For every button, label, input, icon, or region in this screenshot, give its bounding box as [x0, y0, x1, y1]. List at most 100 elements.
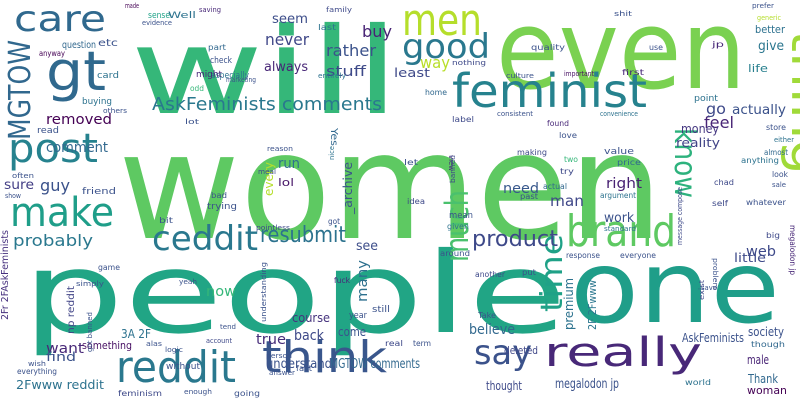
- word: response: [566, 251, 600, 260]
- word: etc: [98, 38, 118, 49]
- word: message compose: [676, 187, 684, 245]
- word: probably: [13, 231, 93, 250]
- word: comment: [46, 140, 108, 156]
- word: yeah: [179, 278, 197, 286]
- word: game: [98, 263, 120, 272]
- word: ceddit: [152, 219, 258, 259]
- word: Take: [477, 311, 496, 320]
- word: reality: [676, 136, 720, 150]
- word: megalodon jp: [555, 377, 619, 392]
- word: think: [262, 332, 388, 383]
- word: now: [206, 284, 236, 300]
- word: run: [278, 156, 300, 172]
- word: women: [118, 101, 663, 273]
- word: understanding: [260, 262, 268, 322]
- word: something: [82, 339, 132, 352]
- word: person: [266, 352, 292, 360]
- word: rather: [326, 41, 376, 60]
- word: home: [425, 88, 447, 97]
- word: back: [294, 328, 325, 344]
- word: going: [234, 389, 260, 398]
- word: sale: [772, 181, 786, 189]
- word: problem: [711, 258, 719, 290]
- word: need: [503, 181, 539, 197]
- word: removed: [46, 112, 112, 128]
- word: many: [355, 260, 371, 302]
- word: see: [356, 239, 378, 254]
- word: guy: [40, 176, 70, 195]
- word: view: [447, 155, 455, 171]
- word: prefer: [752, 2, 774, 10]
- word: given: [447, 222, 469, 231]
- word: much: [438, 190, 476, 262]
- word: _archive: [341, 162, 355, 215]
- word: know: [667, 128, 702, 198]
- word: men: [402, 0, 482, 46]
- word: odd: [190, 84, 204, 93]
- word: anything: [741, 156, 779, 165]
- word: buy: [362, 22, 392, 41]
- word: year: [349, 311, 367, 321]
- word: time: [535, 234, 570, 312]
- word: alas: [146, 340, 162, 348]
- word: big: [766, 231, 780, 240]
- word: around: [440, 249, 470, 258]
- word: nothing: [452, 59, 486, 67]
- word: card: [97, 71, 119, 81]
- word: believe: [469, 322, 515, 338]
- word: bad: [211, 191, 227, 200]
- word: anyway: [39, 49, 65, 58]
- word: course: [292, 311, 330, 325]
- word: product: [472, 227, 558, 252]
- word: almost: [764, 148, 788, 157]
- word: understand: [266, 357, 332, 372]
- word: man: [550, 192, 584, 210]
- word: quality: [531, 43, 565, 52]
- word: seem: [272, 12, 308, 27]
- word: marketing: [226, 76, 256, 84]
- word: show: [5, 192, 21, 200]
- word: society: [748, 325, 784, 339]
- word: fuck: [334, 276, 350, 285]
- word: convenience: [600, 110, 638, 118]
- word: put: [522, 268, 536, 277]
- word: part: [208, 43, 226, 52]
- word: got banned: [86, 312, 94, 352]
- word: Thank: [747, 372, 778, 386]
- word: give: [758, 39, 784, 54]
- word: want: [46, 341, 85, 357]
- word: reason: [267, 145, 293, 153]
- word: better: [755, 23, 785, 36]
- word: come: [338, 325, 366, 339]
- word: tend: [220, 323, 236, 331]
- word: post: [8, 126, 98, 172]
- word: woman: [747, 384, 787, 397]
- word: go: [706, 100, 726, 118]
- word: mean: [449, 211, 473, 221]
- word: saving: [199, 6, 221, 14]
- word: say: [474, 333, 532, 373]
- word: jp: [710, 40, 724, 49]
- word: 3A 2F: [121, 327, 151, 341]
- word: got: [328, 217, 340, 226]
- word: AskFeminists: [682, 331, 744, 345]
- word: 2F 2Fwww: [586, 280, 599, 330]
- word: banned: [449, 155, 457, 183]
- word: male: [747, 353, 769, 367]
- word: true: [256, 332, 286, 348]
- word: trying: [207, 202, 237, 212]
- word: never: [265, 30, 309, 49]
- word: evidence: [142, 19, 172, 27]
- word: world: [685, 378, 711, 387]
- word: point: [694, 94, 718, 104]
- word: logic: [165, 346, 183, 354]
- word: check: [210, 56, 233, 66]
- word: one: [570, 229, 780, 346]
- word: care: [14, 0, 106, 40]
- word: without: [166, 362, 200, 372]
- word: first: [622, 68, 644, 77]
- word: consistent: [497, 110, 533, 118]
- word: megalodon jp: [788, 225, 797, 275]
- word: deleted: [504, 344, 538, 357]
